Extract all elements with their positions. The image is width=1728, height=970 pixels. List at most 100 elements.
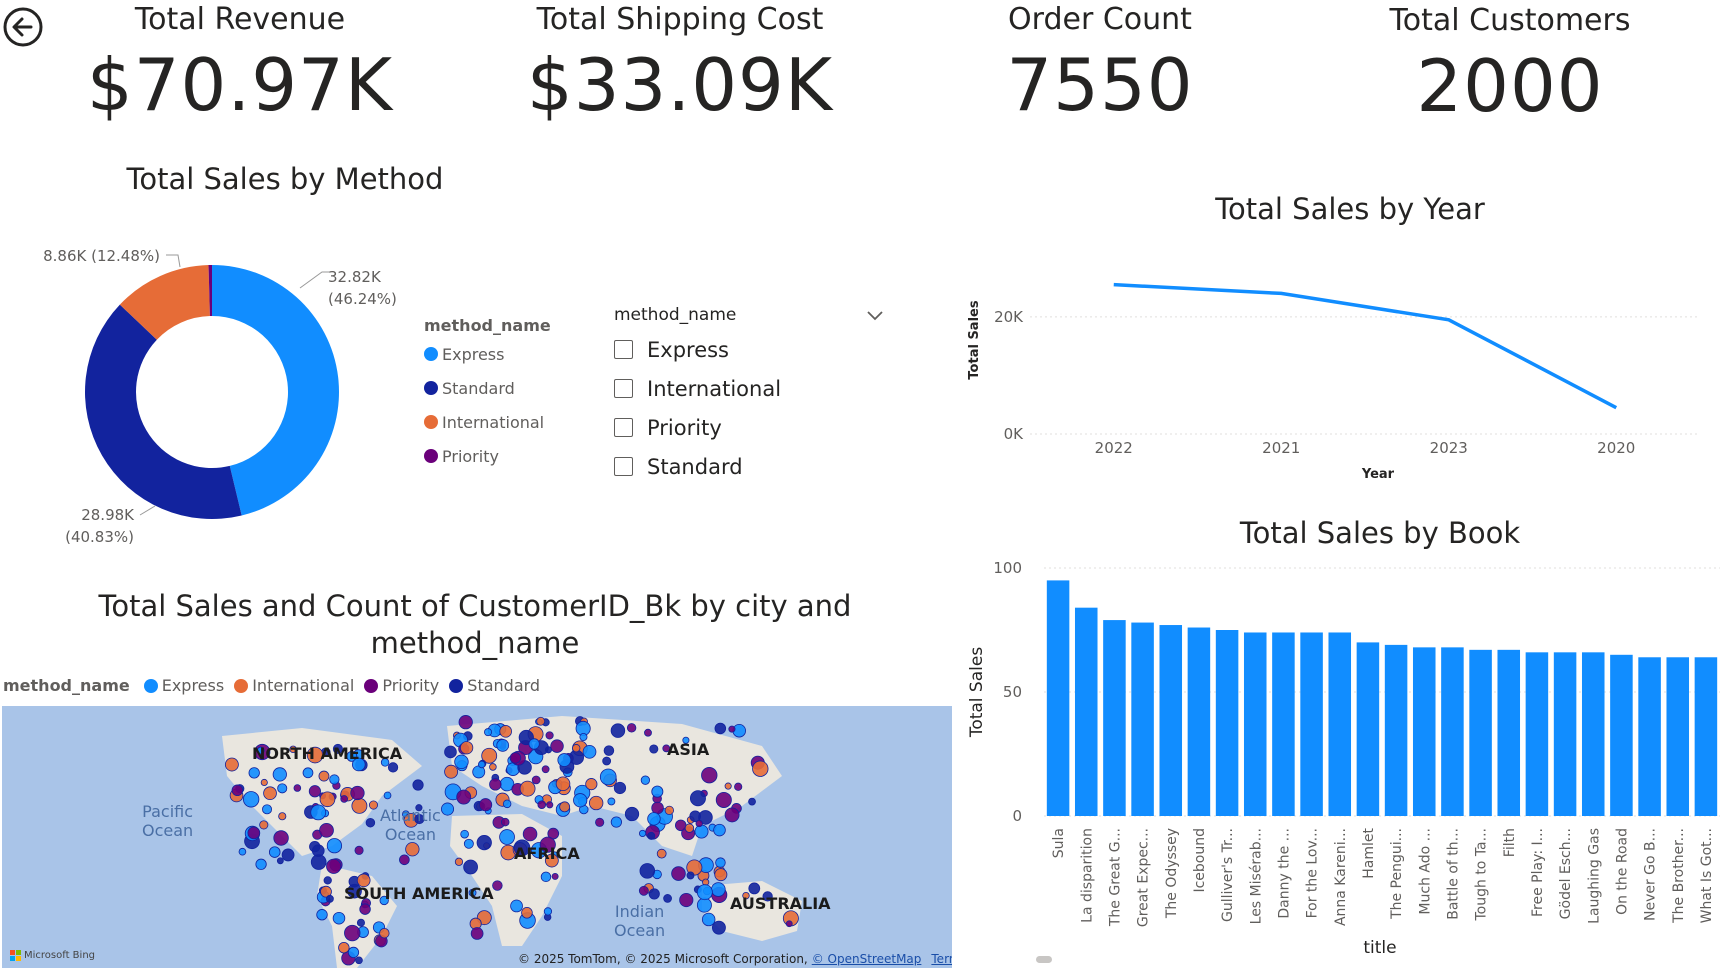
city-bubble[interactable] xyxy=(454,857,464,866)
city-bubble[interactable] xyxy=(356,918,365,927)
city-bubble[interactable] xyxy=(326,838,343,854)
city-bubble[interactable] xyxy=(694,824,709,839)
city-bubble[interactable] xyxy=(696,897,712,913)
city-bubble[interactable] xyxy=(318,770,330,782)
city-bubble[interactable] xyxy=(550,739,564,753)
legend-item-express[interactable]: Express xyxy=(424,337,564,371)
city-bubble[interactable] xyxy=(460,741,474,755)
city-bubble[interactable] xyxy=(444,745,457,759)
back-button[interactable] xyxy=(2,6,44,48)
checkbox[interactable] xyxy=(614,379,633,398)
city-bubble[interactable] xyxy=(355,956,363,965)
city-bubble[interactable] xyxy=(644,728,652,737)
city-bubble[interactable] xyxy=(260,778,268,787)
city-bubble[interactable] xyxy=(412,779,424,791)
osm-link[interactable]: © OpenStreetMap xyxy=(811,952,922,966)
city-bubble[interactable] xyxy=(638,829,647,838)
city-bubble[interactable] xyxy=(656,848,667,859)
city-bubble[interactable] xyxy=(537,800,547,809)
city-bubble[interactable] xyxy=(679,892,694,908)
city-bubble[interactable] xyxy=(332,743,343,754)
legend-item-standard[interactable]: Standard xyxy=(424,371,564,405)
city-bubble[interactable] xyxy=(638,885,649,896)
bar[interactable] xyxy=(1497,649,1521,816)
city-bubble[interactable] xyxy=(492,880,503,891)
city-bubble[interactable] xyxy=(536,716,546,726)
city-bubble[interactable] xyxy=(383,791,392,800)
city-bubble[interactable] xyxy=(531,775,541,785)
city-bubble[interactable] xyxy=(696,884,713,901)
city-bubble[interactable] xyxy=(278,812,287,821)
city-bubble[interactable] xyxy=(510,899,523,913)
city-bubble[interactable] xyxy=(714,722,727,735)
city-bubble[interactable] xyxy=(557,753,572,767)
city-bubble[interactable] xyxy=(585,778,598,791)
city-bubble[interactable] xyxy=(572,744,581,753)
chevron-down-icon[interactable] xyxy=(866,309,884,321)
city-bubble[interactable] xyxy=(329,774,340,785)
city-bubble[interactable] xyxy=(698,810,713,825)
city-bubble[interactable] xyxy=(255,858,267,870)
map-legend-international[interactable]: International xyxy=(234,676,354,695)
city-bubble[interactable] xyxy=(262,804,272,815)
city-bubble[interactable] xyxy=(347,883,362,899)
city-bubble[interactable] xyxy=(662,744,671,753)
city-bubble[interactable] xyxy=(468,888,477,897)
city-bubble[interactable] xyxy=(338,941,350,954)
city-bubble[interactable] xyxy=(613,781,627,795)
city-bubble[interactable] xyxy=(651,801,664,815)
city-bubble[interactable] xyxy=(715,857,726,868)
city-bubble[interactable] xyxy=(602,756,612,766)
city-bubble[interactable] xyxy=(713,823,726,837)
bar[interactable] xyxy=(1384,644,1408,816)
slicer-option-express[interactable]: Express xyxy=(614,330,884,369)
city-bubble[interactable] xyxy=(499,725,512,738)
city-bubble[interactable] xyxy=(686,871,695,880)
city-bubble[interactable] xyxy=(647,812,661,826)
city-bubble[interactable] xyxy=(559,801,571,813)
city-bubble[interactable] xyxy=(276,857,284,865)
map-legend-priority[interactable]: Priority xyxy=(364,676,439,695)
bar[interactable] xyxy=(1525,652,1549,816)
city-bubble[interactable] xyxy=(470,927,484,940)
donut-slice-priority[interactable] xyxy=(208,265,212,317)
city-bubble[interactable] xyxy=(454,754,469,769)
city-bubble[interactable] xyxy=(663,894,672,903)
city-bubble[interactable] xyxy=(599,768,617,786)
city-bubble[interactable] xyxy=(478,798,493,812)
city-bubble[interactable] xyxy=(323,876,332,885)
city-bubble[interactable] xyxy=(346,750,358,762)
legend-item-priority[interactable]: Priority xyxy=(424,439,564,473)
city-bubble[interactable] xyxy=(513,839,531,857)
city-bubble[interactable] xyxy=(351,797,368,814)
city-bubble[interactable] xyxy=(648,888,660,900)
city-bubble[interactable] xyxy=(414,814,425,825)
city-bubble[interactable] xyxy=(714,868,728,882)
city-bubble[interactable] xyxy=(610,816,622,828)
city-bubble[interactable] xyxy=(734,782,743,791)
city-bubble[interactable] xyxy=(595,817,605,827)
city-bubble[interactable] xyxy=(573,793,588,808)
city-bubble[interactable] xyxy=(701,912,716,927)
city-bubble[interactable] xyxy=(752,760,769,777)
city-bubble[interactable] xyxy=(543,907,553,916)
city-bubble[interactable] xyxy=(626,723,637,733)
city-bubble[interactable] xyxy=(463,838,474,849)
city-bubble[interactable] xyxy=(263,786,277,801)
slicer-option-international[interactable]: International xyxy=(614,369,884,408)
city-bubble[interactable] xyxy=(368,800,379,810)
bar[interactable] xyxy=(1469,649,1492,816)
city-bubble[interactable] xyxy=(347,946,360,958)
city-bubble[interactable] xyxy=(354,845,364,855)
city-bubble[interactable] xyxy=(477,760,486,769)
city-bubble[interactable] xyxy=(379,895,389,906)
city-bubble[interactable] xyxy=(544,853,559,868)
city-bubble[interactable] xyxy=(695,819,703,828)
city-bubble[interactable] xyxy=(500,817,510,827)
city-bubble[interactable] xyxy=(484,728,493,737)
city-bubble[interactable] xyxy=(268,846,281,858)
city-bubble[interactable] xyxy=(499,829,515,845)
city-bubble[interactable] xyxy=(476,835,492,851)
city-bubble[interactable] xyxy=(248,767,260,779)
city-bubble[interactable] xyxy=(624,806,640,822)
